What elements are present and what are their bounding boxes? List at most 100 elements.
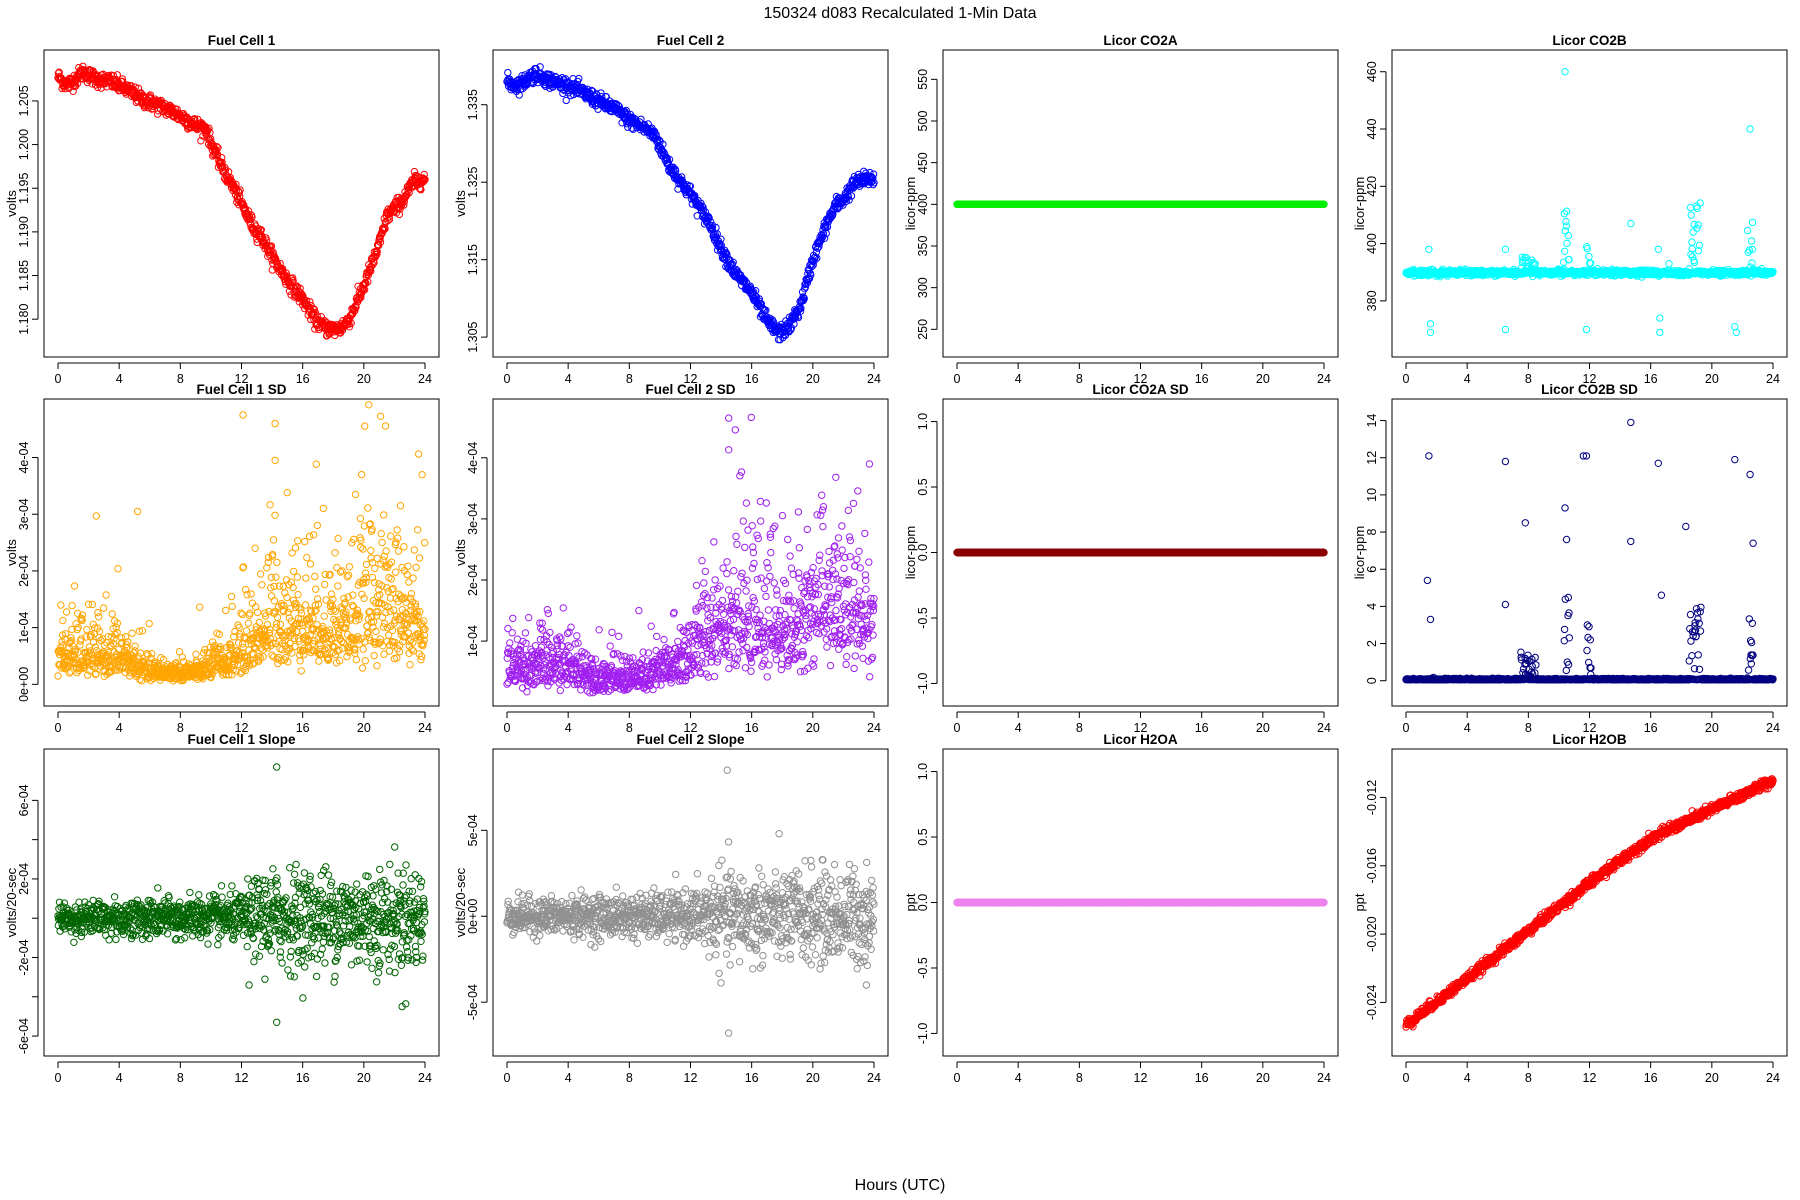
y-tick-label: 550 (916, 69, 930, 90)
data-point (232, 180, 240, 189)
x-tick-label: 8 (1525, 372, 1532, 386)
data-point (236, 186, 244, 194)
y-tick-label: 1.335 (466, 89, 480, 120)
x-tick-label: 16 (1195, 372, 1209, 386)
data-point (357, 293, 365, 302)
data-point (246, 215, 254, 223)
y-tick-label: 1.180 (17, 303, 31, 334)
x-tick-label: 8 (177, 372, 184, 386)
data-point (373, 250, 381, 259)
data-point (218, 154, 226, 162)
y-tick-label: 1.190 (17, 216, 31, 247)
x-tick-label: 4 (1015, 372, 1022, 386)
y-tick-label: 450 (916, 152, 930, 173)
x-tick-label: 24 (1317, 372, 1331, 386)
y-tick-label: 1.325 (466, 167, 480, 198)
y-tick-label: 1.200 (17, 129, 31, 160)
y-tick-label: 1.315 (466, 244, 480, 275)
data-point (345, 323, 354, 331)
y-tick-label: 440 (1365, 119, 1379, 140)
x-tick-label: 8 (1076, 372, 1083, 386)
y-tick-label: 1.185 (17, 260, 31, 291)
y-tick-label: 1.195 (17, 173, 31, 204)
panel-title: Licor CO2A (1103, 33, 1178, 48)
panel-title: Fuel Cell 1 SD (196, 382, 286, 397)
data-point (131, 83, 139, 91)
data-point (205, 124, 213, 133)
data-point (118, 75, 127, 83)
x-tick-label: 20 (1256, 372, 1270, 386)
y-tick-label: 350 (916, 236, 930, 257)
data-point (146, 91, 155, 99)
data-point (369, 261, 377, 269)
data-point (352, 303, 360, 311)
y-tick-label: 400 (1365, 233, 1379, 254)
x-tick-label: 24 (418, 372, 432, 386)
x-tick-label: 16 (1644, 372, 1658, 386)
x-tick-label: 20 (806, 372, 820, 386)
y-tick-label: 420 (1365, 176, 1379, 197)
data-point (262, 236, 271, 244)
y-tick-label: 380 (1365, 290, 1379, 311)
data-point (365, 266, 374, 274)
x-tick-label: 20 (1705, 372, 1719, 386)
figure-title: 150324 d083 Recalculated 1-Min Data (763, 5, 1036, 22)
panel-title: Fuel Cell 1 (208, 33, 276, 48)
x-tick-label: 0 (1403, 372, 1410, 386)
x-tick-label: 4 (1464, 372, 1471, 386)
x-tick-label: 16 (745, 372, 759, 386)
data-point (197, 137, 205, 145)
data-points (953, 200, 1328, 209)
data-point (248, 213, 256, 221)
y-tick-label: 460 (1365, 61, 1379, 82)
data-point (220, 167, 228, 176)
data-point (199, 121, 208, 129)
data-point (306, 298, 314, 306)
data-point (113, 71, 121, 79)
data-point (221, 164, 229, 172)
y-tick-label: 500 (916, 111, 930, 132)
x-tick-label: 4 (565, 372, 572, 386)
data-point (347, 311, 355, 320)
data-point (213, 143, 221, 151)
data-point (240, 201, 248, 209)
y-tick-label: 1.205 (17, 85, 31, 116)
data-point (227, 176, 235, 184)
data-point (347, 319, 355, 327)
x-tick-label: 8 (626, 372, 633, 386)
data-point (380, 225, 388, 234)
y-tick-label: 1.305 (466, 321, 480, 352)
data-point (309, 304, 317, 313)
x-tick-label: 16 (296, 372, 310, 386)
y-axis-label: volts (4, 190, 19, 217)
y-tick-label: 300 (916, 277, 930, 298)
x-tick-label: 0 (504, 372, 511, 386)
y-tick-label: 400 (916, 194, 930, 215)
data-point (267, 247, 275, 255)
x-tick-label: 20 (357, 372, 371, 386)
panel-title: Licor CO2B (1552, 33, 1627, 48)
data-point (376, 238, 385, 247)
data-point (282, 269, 290, 277)
data-point (296, 284, 304, 292)
data-point (367, 267, 375, 275)
data-point (79, 62, 87, 71)
data-point (310, 305, 319, 314)
y-tick-label: 250 (916, 319, 930, 340)
x-tick-label: 24 (867, 372, 881, 386)
data-point (207, 135, 215, 143)
x-tick-label: 0 (55, 372, 62, 386)
x-tick-label: 24 (1766, 372, 1780, 386)
x-axis-label: Hours (UTC) (855, 1177, 946, 1194)
data-point (214, 144, 222, 152)
data-point (351, 306, 359, 315)
data-points (54, 62, 429, 340)
x-tick-label: 0 (954, 372, 961, 386)
data-point (234, 187, 243, 195)
x-tick-label: 4 (116, 372, 123, 386)
panel-title: Fuel Cell 2 (657, 33, 725, 48)
